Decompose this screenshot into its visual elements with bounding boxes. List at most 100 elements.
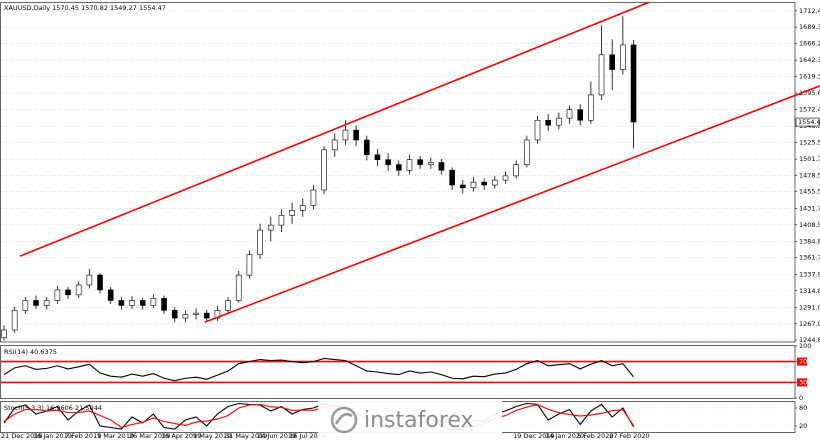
candle-body — [427, 162, 434, 165]
candle-body — [139, 300, 146, 306]
x-tick-label: 5 Feb 2020 — [577, 432, 613, 440]
candle-body — [566, 109, 573, 119]
trendline-group — [19, 2, 820, 324]
candle-body — [118, 300, 125, 306]
candle-body — [75, 284, 82, 296]
panel-title: RSI(14) 40.6375 — [4, 348, 57, 356]
candle-body — [235, 274, 242, 301]
candle-body — [299, 205, 306, 211]
candle-body — [54, 289, 61, 301]
y-tick-label: 1314.80 — [799, 287, 820, 295]
candle-body — [289, 210, 295, 216]
candle-body — [470, 181, 477, 189]
candle-body — [438, 162, 445, 171]
y-tick-label: 1689.30 — [799, 23, 820, 31]
y-tick-label: 1267.90 — [799, 320, 820, 328]
candle-body — [342, 129, 349, 141]
candle-body — [620, 44, 626, 70]
candle-body — [203, 312, 210, 319]
y-tick-label: 1666.20 — [799, 39, 820, 47]
y-tick-label: 1478.50 — [799, 172, 820, 180]
candle-body — [513, 164, 519, 177]
candle-body — [43, 300, 50, 306]
y-tick-label: 1408.50 — [799, 221, 820, 229]
watermark-background — [318, 400, 502, 440]
y-tick-label: 1361.70 — [799, 254, 820, 262]
candle-body — [630, 44, 637, 123]
candle-body — [22, 300, 29, 311]
candle-body — [1, 329, 7, 339]
candle-body — [374, 154, 381, 160]
main-frame — [0, 2, 796, 343]
candle-body — [385, 159, 391, 165]
watermark: instaforex — [318, 400, 502, 440]
candle-body — [321, 149, 327, 191]
last-price-box — [795, 117, 820, 127]
panel-title: XAUUSD,Daily 1570.45 1570.82 1549.27 155… — [4, 4, 166, 12]
y-tick-label: 100 — [799, 342, 811, 350]
candle-body — [278, 214, 285, 226]
candle-body — [310, 189, 317, 206]
level-label-box — [797, 378, 807, 387]
x-tick-label: 9 May 2019 — [193, 432, 231, 440]
y-tick-label: 1384.80 — [799, 237, 820, 245]
x-tick-label: 1 Mar 2019 — [97, 432, 134, 440]
y-tick-label: 80 — [799, 404, 807, 412]
candle-body — [460, 184, 466, 189]
x-tick-label: 7 Feb 2019 — [65, 432, 101, 440]
x-tick-label: 16 Jan 2019 — [33, 432, 72, 440]
y-tick-label: 1712.40 — [799, 7, 820, 15]
y-tick-label: 1431.70 — [799, 204, 820, 212]
level-label-box — [797, 357, 807, 366]
x-tick-label: 31 May 2019 — [225, 432, 267, 440]
x-tick-label: 16 Jul 2019 — [289, 432, 326, 440]
trendline — [204, 85, 820, 324]
watermark-logo-swirl — [334, 413, 353, 425]
x-tick-label: 21 Dec 2018 — [1, 432, 43, 440]
y-tick-label: 30 — [799, 378, 807, 386]
candle-body — [182, 314, 189, 319]
candle-body — [257, 229, 263, 256]
candle-body — [225, 300, 231, 311]
y-tick-label: 1572.40 — [799, 105, 820, 113]
candle-body — [449, 169, 455, 186]
y-tick-label: 1619.30 — [799, 72, 820, 80]
rsi-frame — [0, 345, 796, 399]
candle-body — [193, 312, 199, 315]
candle-body — [545, 119, 551, 126]
candle-body — [556, 117, 562, 126]
candle-body — [492, 179, 498, 186]
candle-body — [107, 289, 114, 301]
candle-body — [406, 159, 413, 171]
candle-body — [353, 129, 359, 141]
candle-body — [534, 119, 541, 141]
y-tick-label: 1642.30 — [799, 56, 820, 64]
candle-body — [171, 310, 178, 319]
x-tick-label: 24 Jun 2019 — [257, 432, 296, 440]
y-tick-label: 1337.90 — [799, 270, 820, 278]
candle-body — [129, 300, 135, 306]
y-tick-label: 0 — [799, 394, 803, 402]
candle-body — [97, 274, 103, 291]
candle-body — [417, 159, 423, 165]
candle-body — [524, 139, 530, 165]
x-tick-label: 16 Apr 2019 — [161, 432, 201, 440]
y-tick-label: 1525.50 — [799, 138, 820, 146]
x-tick-label: 27 Feb 2020 — [609, 432, 649, 440]
candle-body — [86, 274, 93, 286]
indicator-line — [3, 357, 634, 382]
candle-body — [331, 139, 338, 151]
candle-body — [246, 254, 253, 276]
watermark-text: instaforex — [364, 408, 474, 433]
y-tick-label: 1595.60 — [799, 89, 820, 97]
candle-body — [267, 224, 274, 231]
candle-body — [598, 54, 605, 96]
watermark-logo — [330, 406, 358, 434]
candle-body — [588, 94, 594, 121]
candle-body — [150, 298, 157, 306]
candle-body — [363, 139, 370, 156]
candle-body — [577, 109, 583, 121]
y-tick-label: 70 — [799, 358, 807, 366]
candle-body — [609, 54, 615, 70]
